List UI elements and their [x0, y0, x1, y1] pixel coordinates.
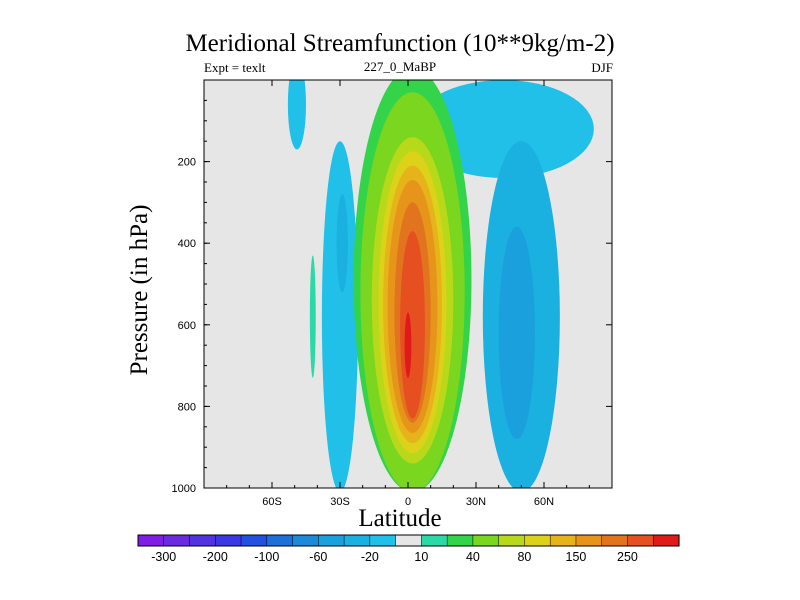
- colorbar-label: 80: [517, 550, 531, 564]
- colorbar-swatch: [343, 534, 371, 547]
- y-tick-label: 400: [178, 238, 196, 250]
- hadley-cell-level-200: [400, 230, 425, 419]
- south-polar-upper-cell: [287, 80, 306, 150]
- colorbar-swatch: [292, 534, 319, 547]
- colorbar-label: 10: [414, 550, 428, 564]
- hadley-cell-core: [404, 312, 412, 378]
- south-ferrel-core: [336, 194, 348, 293]
- north-ferrel-core: [498, 226, 535, 440]
- y-tick-label: 200: [178, 157, 196, 169]
- x-tick-label: 0: [405, 496, 411, 508]
- colorbar-swatch: [627, 534, 654, 547]
- colorbar-swatch: [601, 534, 629, 547]
- colorbar-swatch: [318, 534, 345, 547]
- colorbar-label: -100: [254, 550, 279, 564]
- colorbar-swatch: [395, 534, 422, 547]
- colorbar-swatch: [472, 534, 500, 547]
- colorbar-swatch: [446, 534, 474, 547]
- south-ferrel-cell: [321, 141, 359, 488]
- colorbar-swatch: [240, 534, 268, 547]
- colorbar-swatch: [266, 534, 294, 547]
- colorbar-swatch: [163, 534, 191, 547]
- colorbar-swatch: [421, 534, 448, 547]
- chart-title: Meridional Streamfunction (10**9kg/m-2): [185, 30, 615, 57]
- colorbar-label: 40: [466, 550, 480, 564]
- x-tick-label: 60N: [534, 496, 554, 508]
- season-label: DJF: [591, 60, 613, 75]
- colorbar-swatch: [575, 534, 603, 547]
- colorbar-frame: [137, 534, 680, 547]
- colorbar-swatch: [652, 534, 680, 547]
- colorbar-label: 150: [566, 550, 587, 564]
- experiment-label: Expt = texlt: [204, 60, 266, 75]
- colorbar-label: -60: [309, 550, 327, 564]
- x-tick-label: 60S: [262, 496, 282, 508]
- colorbar-swatch: [189, 534, 216, 547]
- x-tick-label: 30S: [330, 496, 350, 508]
- colorbar-label: -200: [203, 550, 228, 564]
- colorbar-swatch: [215, 534, 242, 547]
- colorbar-label: 250: [617, 550, 638, 564]
- colorbar-swatch: [549, 534, 577, 547]
- colorbar-label: -20: [361, 550, 379, 564]
- colorbar-label: -300: [151, 550, 176, 564]
- colorbar-swatch: [498, 534, 525, 547]
- colorbar-swatch: [137, 534, 165, 547]
- simulation-label: 227_0_MaBP: [363, 59, 437, 74]
- x-axis-label: Latitude: [358, 505, 442, 532]
- colorbar-swatch: [369, 534, 397, 547]
- south-small-positive: [309, 255, 316, 378]
- x-tick-label: 30N: [466, 496, 486, 508]
- y-tick-label: 600: [178, 320, 196, 332]
- colorbar-swatch: [524, 534, 551, 547]
- y-tick-label: 1000: [172, 483, 196, 495]
- y-tick-label: 800: [178, 401, 196, 413]
